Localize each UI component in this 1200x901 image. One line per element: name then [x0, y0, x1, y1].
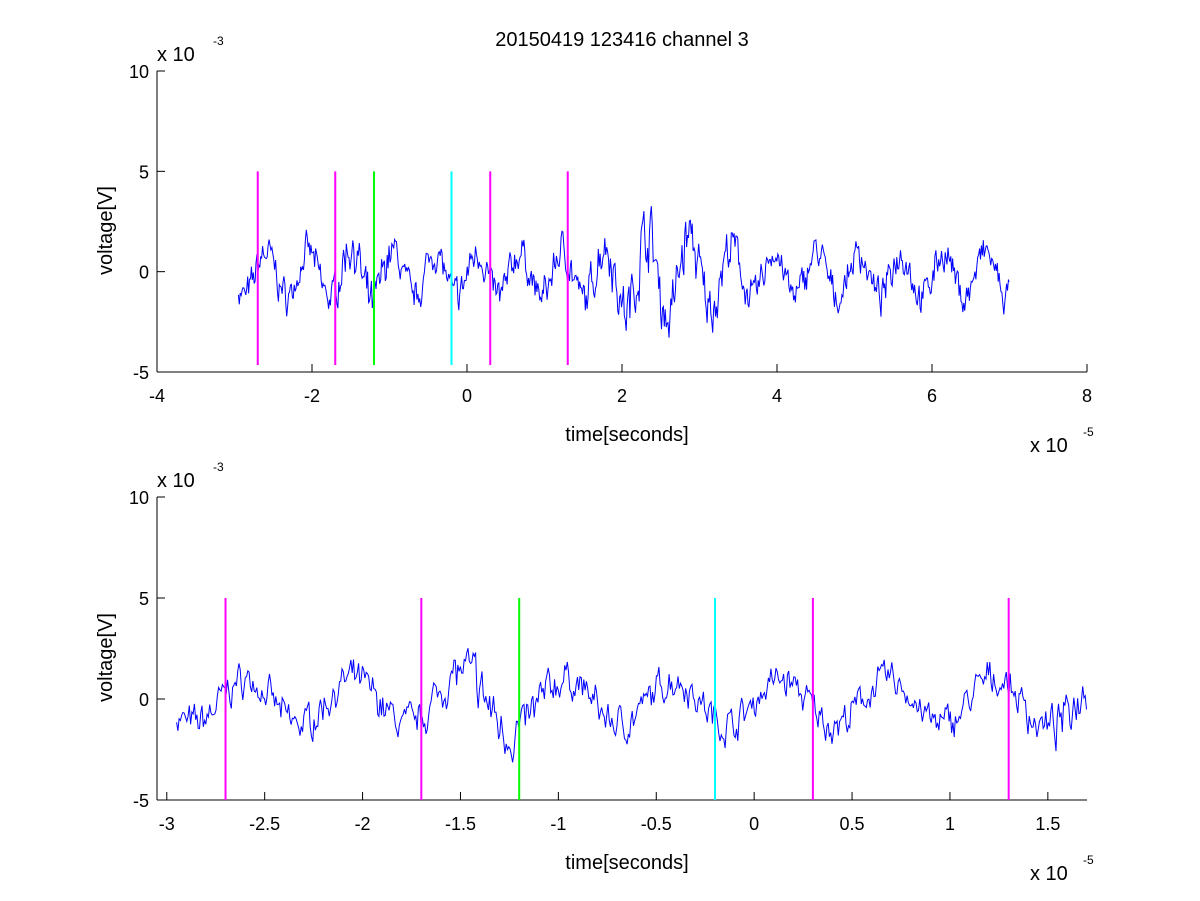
y-scale-factor: x 10	[157, 44, 195, 66]
x-tick-label: 1.5	[1035, 814, 1060, 834]
x-tick-label: -2.5	[249, 814, 280, 834]
x-tick-label: 2	[617, 386, 627, 406]
x-tick-label: -2	[304, 386, 320, 406]
signal-line	[176, 648, 1087, 763]
plot-bottom: -3 -2.5 -2 -1.5 -1 -0.5 0 0.5 1 1.5 -5 0 5 10 time[sec…	[95, 460, 1094, 885]
y-tick-label: 0	[139, 690, 149, 710]
x-tick-label: 0	[749, 814, 759, 834]
x-axis-label: time[seconds]	[565, 424, 688, 446]
y-scale-exponent: -3	[213, 34, 224, 48]
plot-top: -4 -2 0 2 4 6 8 -5 0 5 10 time[seconds] voltage[V] x …	[95, 29, 1094, 457]
chart-title: 20150419 123416 channel 3	[495, 29, 749, 51]
y-axis-label: voltage[V]	[95, 613, 117, 702]
y-tick-label: -5	[133, 791, 149, 811]
x-tick-label: -4	[149, 386, 165, 406]
signal-line	[237, 206, 1010, 338]
x-tick-label: 4	[772, 386, 782, 406]
x-axis-label: time[seconds]	[565, 852, 688, 874]
x-scale-factor: x 10	[1030, 435, 1068, 457]
x-tick-label: -1	[550, 814, 566, 834]
y-tick-label: 5	[139, 589, 149, 609]
y-axis-label: voltage[V]	[95, 186, 117, 275]
x-tick-label: 6	[927, 386, 937, 406]
x-tick-label: 0.5	[840, 814, 865, 834]
x-tick-label: 1	[945, 814, 955, 834]
y-scale-factor: x 10	[157, 470, 195, 492]
x-tick-label: 8	[1082, 386, 1092, 406]
x-tick-label: -3	[159, 814, 175, 834]
x-tick-label: 0	[462, 386, 472, 406]
x-tick-label: -2	[355, 814, 371, 834]
x-scale-factor: x 10	[1030, 863, 1068, 885]
x-scale-exponent: -5	[1083, 425, 1094, 439]
y-tick-label: 0	[139, 263, 149, 283]
x-scale-exponent: -5	[1083, 853, 1094, 867]
x-tick-label: -1.5	[445, 814, 476, 834]
y-scale-exponent: -3	[213, 460, 224, 474]
x-tick-label: -0.5	[641, 814, 672, 834]
y-tick-label: 10	[129, 62, 149, 82]
y-tick-label: -5	[133, 363, 149, 383]
y-tick-label: 5	[139, 162, 149, 182]
y-tick-label: 10	[129, 488, 149, 508]
